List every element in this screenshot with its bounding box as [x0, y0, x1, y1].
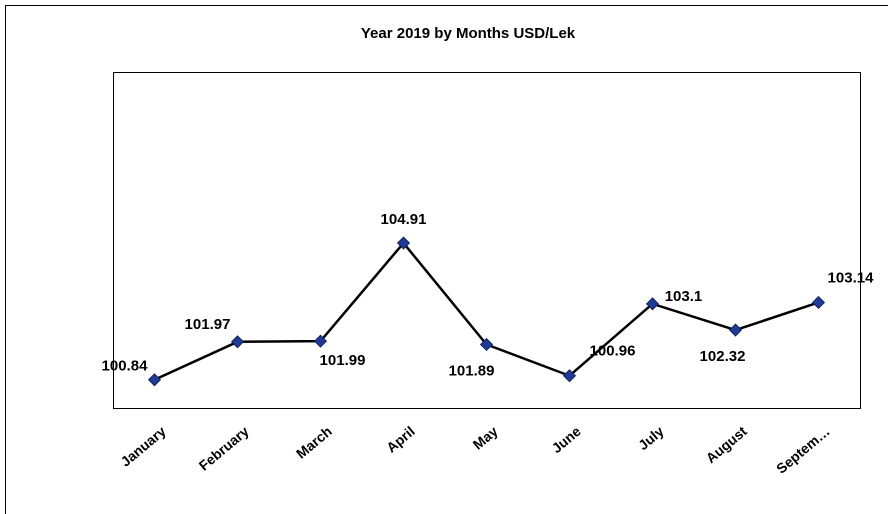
marker [147, 373, 162, 387]
data-label: 101.89 [449, 362, 495, 379]
data-label: 103.1 [665, 288, 703, 305]
data-label: 103.14 [828, 269, 875, 286]
data-label: 101.97 [185, 316, 231, 333]
plot-area [113, 72, 861, 409]
data-label: 102.32 [700, 348, 746, 365]
marker [396, 236, 411, 250]
data-label: 101.99 [320, 352, 366, 369]
marker [230, 335, 245, 349]
marker [728, 323, 743, 337]
marker [811, 295, 826, 310]
chart-title: Year 2019 by Months USD/Lek [361, 25, 576, 42]
data-label: 104.91 [381, 211, 427, 228]
data-label: 100.84 [102, 358, 149, 375]
marker [562, 369, 577, 383]
marker [313, 334, 328, 348]
marker [479, 337, 494, 352]
data-label: 100.96 [590, 343, 636, 360]
marker [645, 297, 660, 311]
